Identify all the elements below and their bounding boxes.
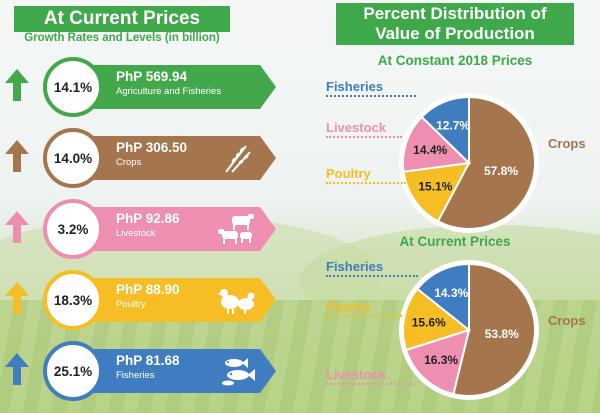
value-level: PhP 92.86 bbox=[116, 211, 180, 226]
pie2-label-poultry: Poultry bbox=[326, 299, 371, 314]
pie-chart-constant: 57.8% 15.1% 14.4% 12.7% bbox=[399, 93, 539, 233]
growth-row-livestock: 3.2% PhP 92.86 Livestock bbox=[0, 197, 276, 259]
pie-value-label: 53.8% bbox=[485, 327, 519, 341]
leader-line bbox=[326, 136, 402, 138]
pie-slice-livestock bbox=[402, 115, 472, 173]
growth-rate: 25.1% bbox=[43, 341, 103, 401]
pie-value-label: 15.1% bbox=[418, 179, 452, 193]
pie2-label-livestock: Livestock bbox=[326, 367, 386, 382]
value-level: PhP 81.68 bbox=[116, 353, 180, 368]
arrow-up-icon bbox=[5, 140, 29, 172]
left-title: At Current Prices bbox=[14, 6, 230, 32]
arrow-up-icon bbox=[5, 282, 29, 314]
pie-slice-poultry bbox=[402, 161, 471, 223]
arrow-up-icon bbox=[5, 69, 29, 101]
pie1-label-livestock: Livestock bbox=[326, 120, 386, 135]
livestock-icon bbox=[218, 214, 254, 244]
pie1-title: At Constant 2018 Prices bbox=[377, 53, 533, 68]
pie1-label-crops: Crops bbox=[548, 136, 586, 151]
value-level: PhP 569.94 bbox=[116, 69, 188, 84]
growth-rate: 18.3% bbox=[43, 270, 103, 330]
growth-row-agriculture: 14.1% PhP 569.94 Agriculture and Fisheri… bbox=[0, 55, 276, 117]
pie-slice-crops bbox=[436, 95, 536, 230]
pie-value-label: 16.3% bbox=[424, 353, 458, 367]
wheat-icon bbox=[225, 145, 251, 173]
bar-tip bbox=[260, 349, 276, 393]
growth-row-fisheries: 25.1% PhP 81.68 Fisheries bbox=[0, 339, 276, 401]
growth-row-crops: 14.0% PhP 306.50 Crops bbox=[0, 126, 276, 188]
bar-tip bbox=[260, 136, 276, 180]
pie2-label-fisheries: Fisheries bbox=[326, 259, 384, 274]
leader-line bbox=[326, 315, 402, 317]
arrow-up-icon bbox=[5, 211, 29, 243]
pie-value-label: 14.3% bbox=[434, 286, 468, 300]
right-title: Percent Distribution of Value of Product… bbox=[336, 3, 574, 45]
right-title-line1: Percent Distribution of bbox=[363, 4, 547, 23]
pie-value-label: 57.8% bbox=[484, 164, 518, 178]
leader-line bbox=[326, 182, 406, 184]
arrow-up-icon bbox=[5, 353, 29, 385]
value-level: PhP 306.50 bbox=[116, 140, 188, 155]
bar-tip bbox=[260, 278, 276, 322]
pie-slice-poultry bbox=[402, 287, 472, 352]
pie2-label-crops: Crops bbox=[548, 313, 586, 328]
pie-value-label: 12.7% bbox=[436, 118, 470, 132]
value-label: Livestock bbox=[116, 228, 156, 239]
value-label: Poultry bbox=[116, 299, 146, 310]
pie1-label-poultry: Poultry bbox=[326, 166, 371, 181]
pie-chart-current: 53.8% 16.3% 15.6% 14.3% bbox=[399, 260, 539, 400]
value-level: PhP 88.90 bbox=[116, 282, 180, 297]
leader-line bbox=[326, 275, 418, 277]
growth-row-poultry: 18.3% PhP 88.90 Poultry bbox=[0, 268, 276, 330]
pie2-title: At Current Prices bbox=[399, 234, 511, 249]
poultry-icon bbox=[218, 289, 255, 314]
pie-slice-fisheries bbox=[420, 95, 470, 166]
growth-rate: 14.1% bbox=[43, 57, 103, 117]
bar-tip bbox=[260, 207, 276, 251]
pie-value-label: 14.4% bbox=[413, 143, 447, 157]
pie1-label-fisheries: Fisheries bbox=[326, 79, 384, 94]
bar-tip bbox=[260, 65, 276, 109]
value-label: Agriculture and Fisheries bbox=[116, 86, 222, 97]
pie-slice-fisheries bbox=[415, 262, 470, 333]
right-title-line2: Value of Production bbox=[375, 24, 535, 43]
fish-icon bbox=[222, 358, 255, 386]
left-subtitle: Growth Rates and Levels (in billion) bbox=[24, 32, 220, 44]
growth-rate: 14.0% bbox=[43, 128, 103, 188]
value-label: Fisheries bbox=[116, 370, 155, 381]
leader-line bbox=[326, 383, 416, 385]
pie-value-label: 15.6% bbox=[412, 316, 446, 330]
leader-line bbox=[326, 95, 416, 97]
pie-slice-crops bbox=[452, 262, 536, 397]
growth-rate: 3.2% bbox=[43, 199, 103, 259]
value-label: Crops bbox=[116, 157, 142, 168]
